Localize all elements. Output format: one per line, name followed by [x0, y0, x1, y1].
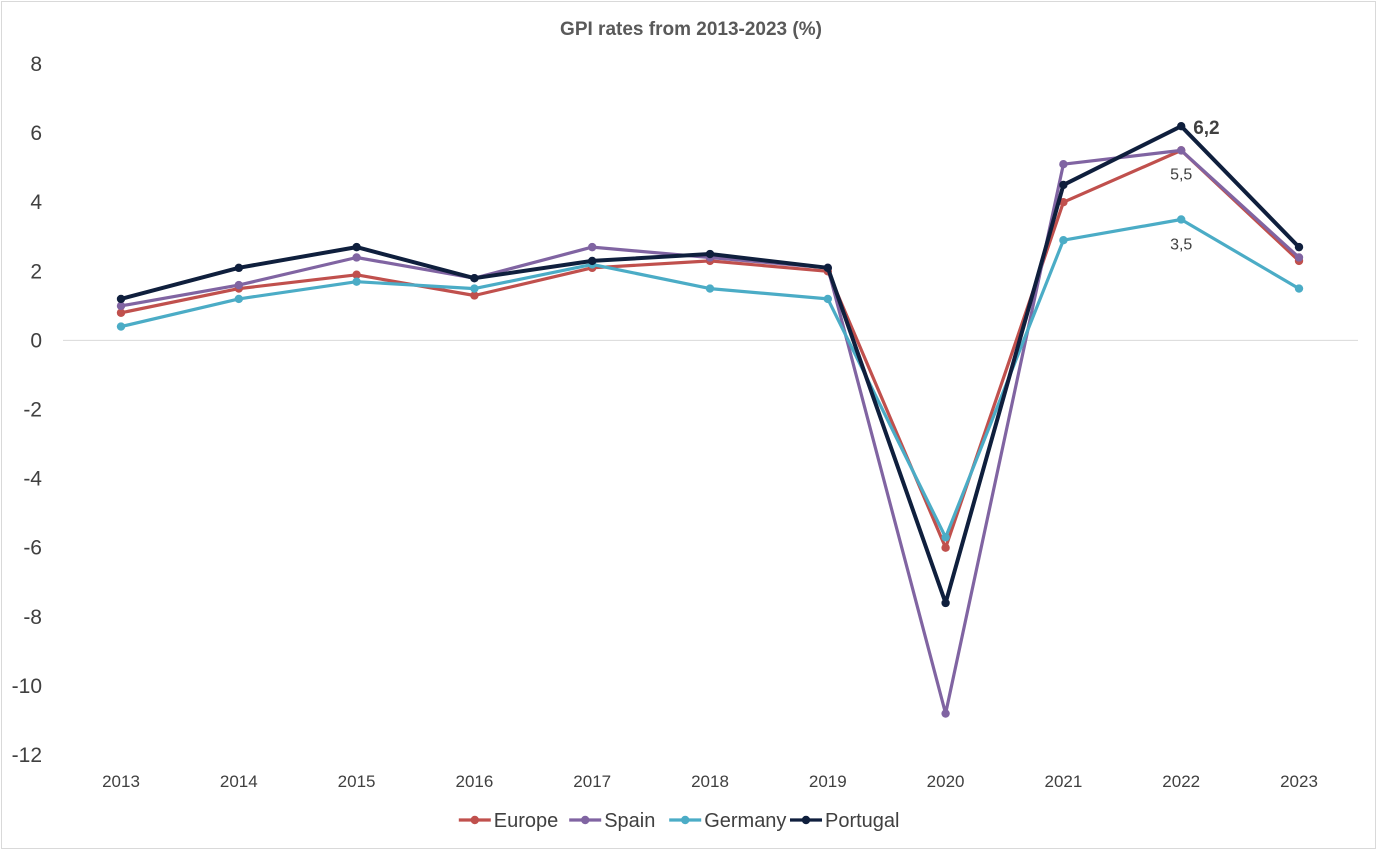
legend-item-portugal: Portugal [790, 810, 900, 832]
data-point [470, 284, 479, 293]
data-point [1059, 180, 1068, 190]
data-point [470, 274, 479, 283]
data-point [1059, 236, 1068, 245]
x-tick-label: 2017 [573, 772, 611, 791]
data-labels: 6,2 5,5 3,5 [1170, 118, 1220, 253]
x-tick-label: 2014 [220, 772, 258, 791]
series-europe [116, 146, 1304, 552]
data-point [1294, 242, 1304, 252]
legend-swatch-marker [801, 815, 811, 825]
legend-swatch-marker [681, 815, 690, 825]
data-point [116, 301, 126, 311]
legend-label: Europe [494, 810, 559, 832]
data-point [1294, 284, 1304, 293]
data-point [1294, 253, 1304, 262]
data-point [941, 533, 950, 542]
data-point [941, 709, 950, 718]
legend-swatch-marker [581, 815, 590, 825]
data-point [352, 270, 361, 279]
x-tick-label: 2019 [809, 772, 847, 791]
legend-swatch-marker [470, 815, 479, 825]
data-point [823, 294, 832, 304]
data-label: 3,5 [1170, 236, 1192, 253]
data-point [1177, 215, 1186, 224]
data-point [1177, 121, 1186, 131]
data-point [234, 263, 243, 273]
data-point [941, 543, 950, 552]
y-tick-label: 0 [30, 329, 42, 352]
legend-label: Spain [604, 810, 655, 832]
data-point [705, 284, 715, 293]
data-point [1177, 146, 1186, 155]
y-tick-label: 6 [30, 122, 42, 145]
y-tick-label: -12 [12, 744, 42, 767]
series-line [119, 217, 1301, 539]
y-tick-label: -4 [23, 468, 42, 491]
data-point [1059, 159, 1068, 169]
x-tick-label: 2022 [1162, 772, 1200, 791]
y-tick-label: -6 [23, 537, 42, 560]
series-portugal [116, 121, 1304, 608]
series-line [119, 124, 1301, 605]
series-line [119, 148, 1301, 550]
data-point [941, 598, 950, 608]
x-tick-label: 2023 [1280, 772, 1318, 791]
x-tick-label: 2018 [691, 772, 729, 791]
y-tick-label: 8 [30, 53, 42, 76]
data-point [116, 294, 126, 304]
x-tick-label: 2021 [1044, 772, 1082, 791]
y-tick-label: 2 [30, 260, 42, 283]
legend-label: Germany [704, 810, 786, 832]
legend-item-germany: Germany [669, 810, 786, 832]
data-point [823, 263, 832, 273]
data-point [1059, 198, 1068, 207]
data-point [234, 280, 243, 290]
series-group [116, 121, 1304, 718]
x-axis: 2013 2014 2015 2016 2017 2018 2019 2020 2021 2022… [102, 772, 1318, 791]
legend-label: Portugal [825, 810, 900, 832]
data-label: 6,2 [1193, 118, 1219, 139]
y-axis: 8 6 4 2 0 -2 -4 -6 -8 -10 -12 [12, 53, 43, 767]
y-tick-label: -2 [23, 399, 42, 422]
legend-item-spain: Spain [569, 810, 655, 832]
data-point [470, 291, 479, 300]
series-spain [116, 146, 1304, 718]
x-tick-label: 2020 [927, 772, 965, 791]
y-tick-label: 4 [30, 191, 42, 214]
data-point [588, 242, 597, 252]
data-point [352, 277, 361, 286]
x-tick-label: 2016 [455, 772, 493, 791]
data-point [705, 249, 715, 259]
data-point [352, 242, 361, 252]
data-label: 5,5 [1170, 166, 1192, 183]
data-point [116, 322, 126, 331]
y-tick-label: -10 [12, 675, 42, 698]
legend-item-europe: Europe [458, 810, 559, 832]
chart-title: GPI rates from 2013-2023 (%) [560, 19, 822, 40]
x-tick-label: 2013 [102, 772, 140, 791]
series-germany [116, 215, 1304, 542]
y-tick-label: -8 [23, 606, 42, 629]
series-line [119, 148, 1301, 716]
x-tick-label: 2015 [338, 772, 376, 791]
data-point [116, 308, 126, 317]
data-point [588, 256, 597, 266]
data-point [352, 253, 361, 262]
data-point [234, 294, 243, 304]
legend: Europe Spain Germany Portugal [458, 810, 900, 832]
